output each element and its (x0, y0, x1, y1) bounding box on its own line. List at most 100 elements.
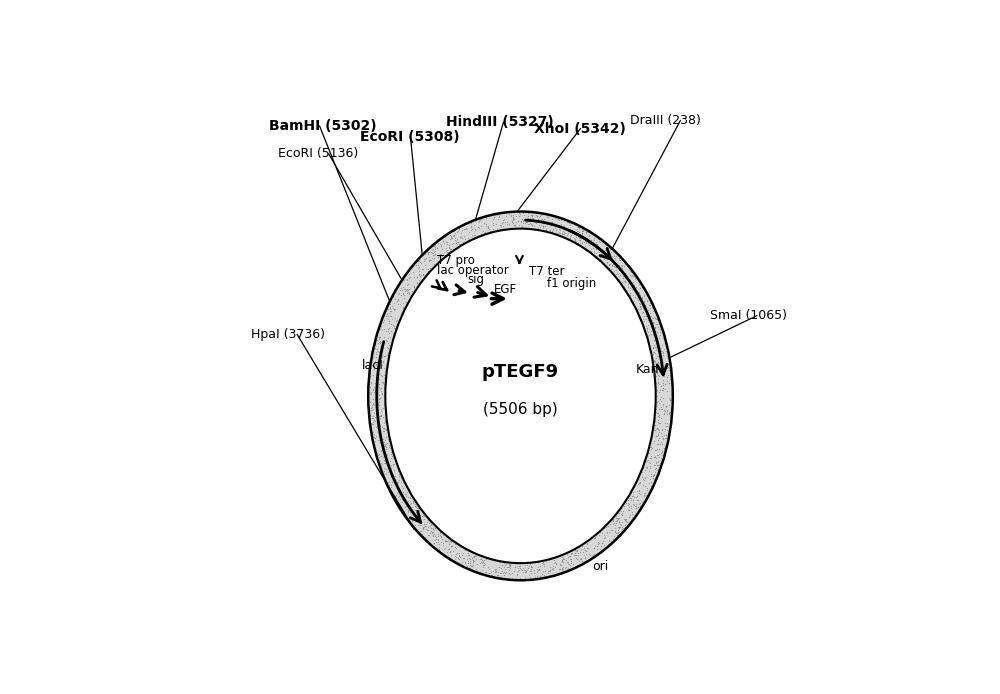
Point (464, 223, 480, 234)
Point (645, 317, 661, 328)
Point (590, 538, 606, 549)
Point (522, 212, 538, 223)
Point (536, 558, 552, 569)
Point (368, 381, 384, 392)
Point (566, 233, 582, 244)
Point (376, 362, 392, 373)
Point (365, 351, 381, 362)
Point (407, 285, 423, 296)
Point (576, 232, 592, 244)
Point (511, 207, 527, 218)
Point (593, 547, 609, 558)
Point (434, 548, 450, 559)
Point (393, 486, 409, 498)
Point (651, 451, 667, 462)
Point (373, 437, 389, 448)
Point (638, 309, 654, 320)
Point (632, 311, 648, 322)
Point (620, 505, 636, 516)
Point (469, 558, 485, 569)
Point (384, 314, 400, 325)
Point (386, 304, 402, 315)
Point (591, 232, 607, 244)
Point (376, 451, 392, 462)
Point (371, 389, 387, 400)
Point (607, 253, 623, 264)
Point (622, 264, 638, 275)
Point (420, 266, 436, 277)
Point (483, 227, 499, 238)
Point (648, 430, 664, 441)
Point (646, 452, 662, 463)
Point (588, 237, 604, 248)
Point (651, 409, 667, 421)
Point (572, 235, 588, 246)
Point (507, 220, 523, 231)
Point (424, 253, 440, 264)
Point (442, 546, 458, 557)
Point (657, 405, 673, 416)
Point (508, 210, 524, 221)
Point (445, 237, 461, 248)
Point (606, 518, 622, 529)
Point (380, 434, 396, 445)
Point (655, 348, 671, 359)
Point (650, 439, 666, 450)
Point (653, 380, 669, 391)
Point (404, 519, 420, 530)
Point (394, 307, 410, 319)
Point (470, 221, 486, 232)
Point (374, 444, 390, 455)
Point (644, 319, 660, 330)
Point (506, 219, 522, 230)
Point (367, 436, 383, 447)
Point (387, 490, 403, 501)
Point (532, 221, 548, 232)
Point (433, 240, 449, 251)
Point (650, 410, 666, 421)
Point (600, 539, 616, 550)
Point (638, 489, 654, 500)
Point (472, 214, 488, 225)
Point (363, 363, 379, 374)
Point (550, 214, 566, 225)
Point (566, 550, 582, 561)
Point (571, 223, 587, 234)
Point (547, 213, 563, 224)
Point (625, 284, 641, 295)
Point (584, 238, 600, 249)
Point (629, 273, 645, 284)
Point (474, 555, 490, 566)
Point (373, 321, 389, 332)
Point (381, 441, 397, 452)
Point (600, 243, 616, 254)
Point (553, 214, 569, 225)
Point (394, 504, 410, 515)
Point (628, 500, 644, 511)
Point (569, 544, 585, 555)
Point (632, 276, 648, 287)
Point (390, 298, 406, 310)
Point (637, 303, 653, 314)
Point (441, 537, 457, 548)
Point (649, 459, 665, 471)
Point (490, 213, 506, 224)
Point (522, 558, 538, 569)
Point (426, 528, 442, 539)
Point (528, 217, 544, 228)
Point (379, 303, 395, 314)
Point (598, 521, 614, 532)
Point (360, 393, 376, 405)
Point (519, 212, 535, 223)
Point (381, 439, 397, 450)
Point (551, 215, 567, 226)
Point (426, 249, 442, 260)
Point (363, 417, 379, 428)
Point (475, 557, 491, 568)
Point (504, 215, 520, 226)
Point (415, 521, 431, 532)
Point (463, 561, 479, 572)
Point (434, 251, 450, 262)
Point (374, 466, 390, 477)
Point (378, 452, 394, 463)
